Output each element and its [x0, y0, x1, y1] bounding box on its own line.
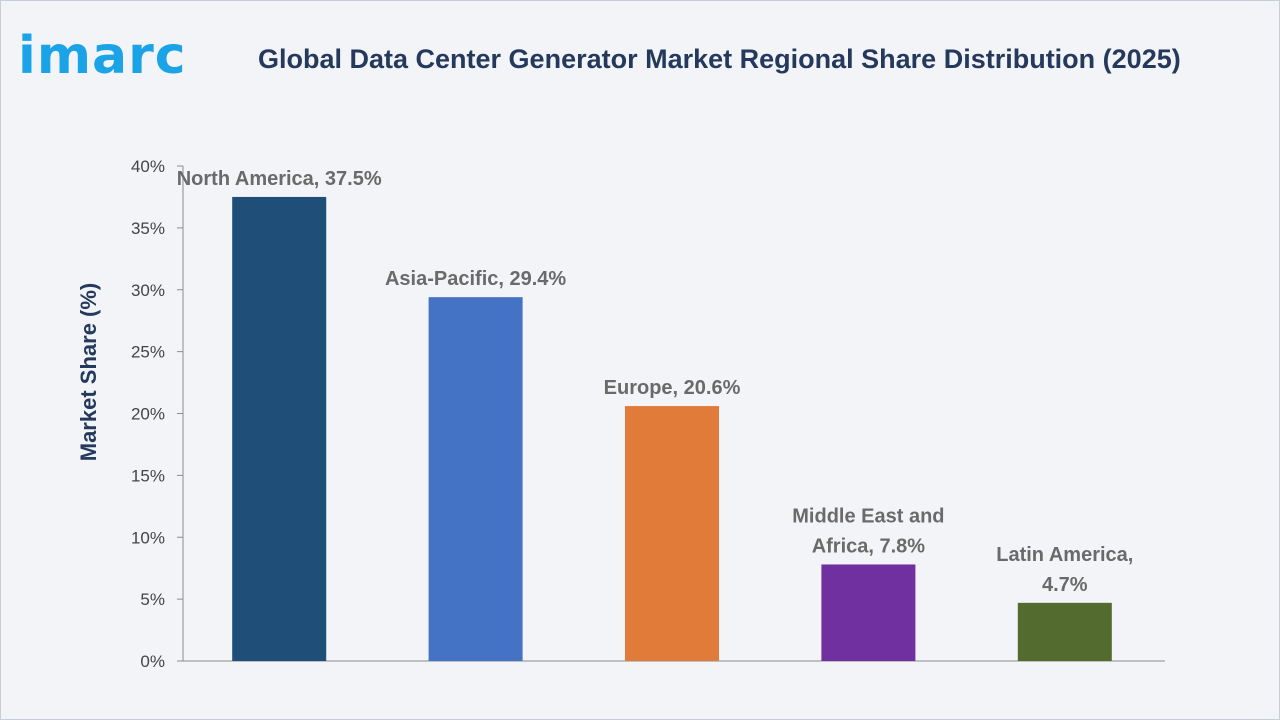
data-label: North America, 37.5%: [177, 168, 382, 190]
bar-middle-east-and-africa: [821, 564, 916, 661]
bar-europe: [625, 406, 719, 661]
y-tick-label: 15%: [131, 466, 165, 485]
data-label: Asia-Pacific, 29.4%: [385, 268, 566, 290]
y-tick-label: 20%: [131, 405, 165, 424]
y-tick-label: 10%: [131, 528, 165, 547]
y-tick-label: 30%: [131, 281, 165, 300]
imarc-logo: imarc: [18, 26, 187, 86]
bar-north-america: [232, 196, 327, 661]
data-label: Europe, 20.6%: [604, 377, 741, 399]
chart-title: Global Data Center Generator Market Regi…: [258, 44, 1181, 74]
data-label: Middle East and Africa, 7.8%: [792, 505, 944, 557]
y-tick-label: 35%: [131, 219, 165, 238]
y-tick-label: 25%: [131, 343, 165, 362]
y-tick-label: 0%: [140, 652, 165, 671]
y-tick-label: 40%: [131, 157, 165, 176]
y-axis-label: Market Share (%): [76, 283, 101, 462]
y-tick-label: 5%: [140, 590, 165, 609]
bar-asia-pacific: [428, 297, 523, 661]
bar-latin-america: [1017, 602, 1112, 661]
data-label: Latin America, 4.7%: [996, 544, 1133, 596]
